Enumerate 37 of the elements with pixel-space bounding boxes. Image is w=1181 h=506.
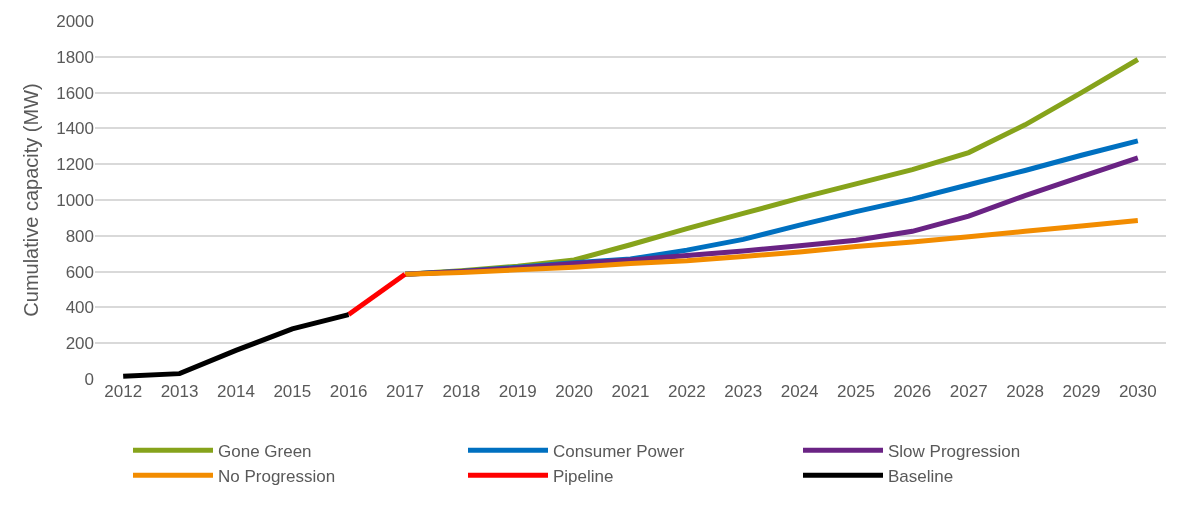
x-tick-label: 2027 (949, 382, 988, 401)
x-tick-label: 2025 (837, 382, 875, 401)
x-tick-label: 2023 (724, 382, 763, 401)
x-tick-label: 2017 (386, 382, 424, 401)
y-tick-label: 200 (65, 334, 94, 354)
x-tick-label: 2029 (1062, 382, 1101, 401)
x-tick-label: 2016 (329, 382, 368, 401)
y-axis-title: Cumulative capacity (MW) (19, 83, 42, 317)
y-tick-label: 800 (65, 226, 94, 246)
y-tick-label: 1800 (56, 47, 94, 67)
x-tick-label: 2022 (667, 382, 706, 401)
x-tick-label: 2018 (442, 382, 481, 401)
y-tick-label: 1600 (56, 83, 94, 103)
legend-label: Baseline (888, 466, 954, 486)
legend-label: Pipeline (553, 466, 614, 486)
legend-label: Gone Green (218, 441, 312, 461)
x-tick-label: 2024 (780, 382, 819, 401)
y-tick-label: 2000 (56, 11, 94, 31)
legend-label: Slow Progression (888, 441, 1021, 461)
x-tick-label: 2015 (273, 382, 312, 401)
x-tick-label: 2014 (217, 382, 255, 401)
x-tick-label: 2012 (104, 382, 143, 401)
x-tick-label: 2028 (1006, 382, 1044, 401)
legend-label: No Progression (218, 466, 336, 486)
y-tick-label: 1000 (56, 190, 94, 210)
x-tick-label: 2019 (498, 382, 537, 401)
x-tick-label: 2020 (555, 382, 594, 401)
y-tick-label: 1200 (56, 155, 94, 175)
y-tick-label: 0 (84, 369, 94, 389)
y-tick-label: 600 (65, 262, 94, 282)
x-tick-label: 2026 (893, 382, 932, 401)
x-tick-label: 2030 (1118, 382, 1157, 401)
y-tick-label: 1400 (56, 119, 94, 139)
legend-label: Consumer Power (553, 441, 685, 461)
x-tick-label: 2021 (611, 382, 650, 401)
x-tick-label: 2013 (160, 382, 199, 401)
y-tick-label: 400 (65, 298, 94, 318)
